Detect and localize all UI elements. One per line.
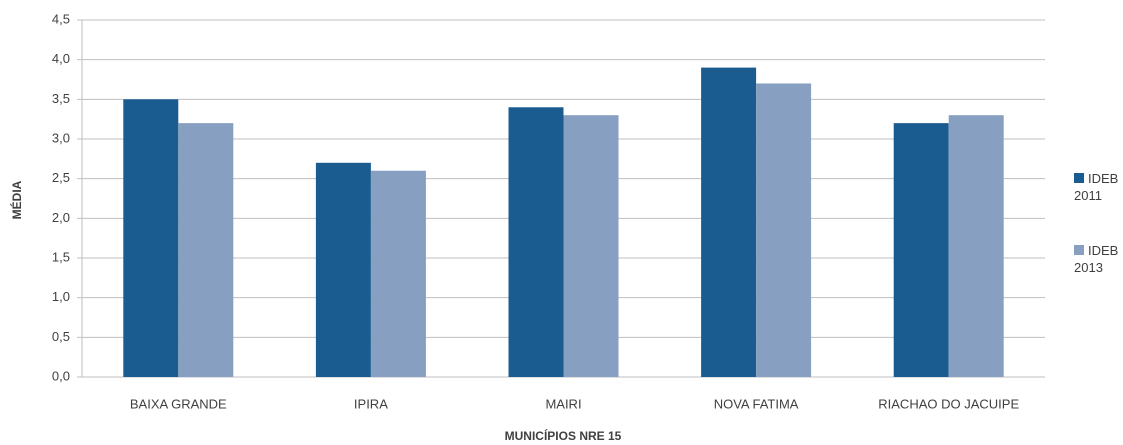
bar [893, 123, 949, 377]
y-axis-label: MÉDIA [9, 180, 24, 219]
x-tick-label: MAIRI [545, 396, 581, 411]
legend-item: IDEB 2011 [1074, 170, 1120, 204]
bar [178, 123, 234, 377]
y-tick-label: 0,5 [52, 329, 70, 344]
bar [123, 99, 179, 377]
x-axis-label: MUNICÍPIOS NRE 15 [505, 428, 622, 443]
bar [370, 170, 426, 377]
legend-label: IDEB 2011 [1074, 171, 1119, 203]
y-tick-label: 4,5 [52, 11, 70, 26]
bar [508, 107, 564, 378]
bar [701, 67, 757, 377]
bar [948, 115, 1004, 377]
x-tick-label: NOVA FATIMA [714, 396, 799, 411]
y-tick-label: 3,0 [52, 130, 70, 145]
bar [756, 83, 812, 377]
legend-item: IDEB 2013 [1074, 242, 1120, 276]
y-tick-label: 1,0 [52, 289, 70, 304]
y-tick-label: 0,0 [52, 368, 70, 383]
y-tick-label: 2,5 [52, 170, 70, 185]
x-tick-label: RIACHAO DO JACUIPE [878, 396, 1019, 411]
y-tick-label: 2,0 [52, 210, 70, 225]
legend-swatch [1074, 245, 1084, 255]
x-tick-label: BAIXA GRANDE [130, 396, 227, 411]
bar [563, 115, 619, 377]
x-tick-label: IPIRA [354, 396, 388, 411]
legend-swatch [1074, 173, 1084, 183]
y-tick-label: 1,5 [52, 249, 70, 264]
legend-label: IDEB 2013 [1074, 243, 1119, 275]
bar [315, 162, 371, 377]
y-tick-label: 4,0 [52, 51, 70, 66]
y-tick-label: 3,5 [52, 91, 70, 106]
